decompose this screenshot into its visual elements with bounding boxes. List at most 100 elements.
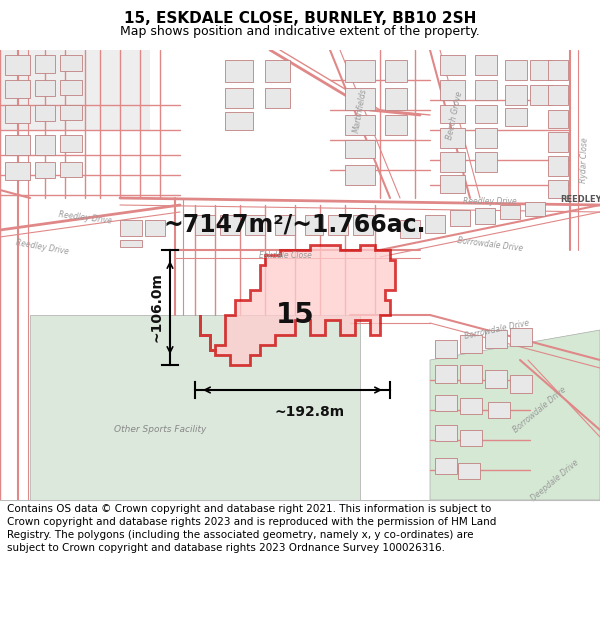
Bar (440, 105, 465, 123)
Bar (440, 80, 465, 100)
Bar (220, 215, 240, 235)
Text: ~192.8m: ~192.8m (275, 405, 345, 419)
Bar (435, 395, 457, 411)
Bar (548, 156, 568, 176)
Bar (400, 220, 420, 238)
Bar (548, 132, 568, 152)
Bar (510, 375, 532, 393)
Bar (435, 340, 457, 358)
Polygon shape (200, 245, 395, 365)
Bar (5, 80, 30, 98)
Polygon shape (5, 135, 30, 155)
Text: Beech Grove: Beech Grove (445, 90, 464, 140)
Bar (460, 365, 482, 383)
Bar (275, 215, 295, 235)
Bar (460, 398, 482, 414)
Bar (505, 60, 527, 80)
Bar (225, 88, 253, 108)
Polygon shape (30, 315, 360, 500)
Bar (345, 88, 375, 110)
Bar (245, 215, 265, 235)
Text: Reedley Drive: Reedley Drive (15, 238, 70, 256)
Bar (475, 80, 497, 100)
Bar (458, 463, 480, 479)
Bar (435, 458, 457, 474)
Bar (505, 85, 527, 105)
Bar (530, 85, 552, 105)
Bar (440, 152, 465, 172)
Bar (345, 115, 375, 135)
Text: Contains OS data © Crown copyright and database right 2021. This information is : Contains OS data © Crown copyright and d… (7, 504, 497, 553)
Bar (440, 128, 465, 148)
Bar (265, 88, 290, 108)
Bar (460, 430, 482, 446)
Bar (530, 60, 552, 80)
Text: Eskdale Close: Eskdale Close (259, 251, 311, 259)
Bar (460, 335, 482, 353)
Bar (195, 215, 215, 235)
Text: Map shows position and indicative extent of the property.: Map shows position and indicative extent… (120, 24, 480, 38)
Bar (5, 162, 30, 180)
Bar (60, 105, 82, 120)
Text: 15, ESKDALE CLOSE, BURNLEY, BB10 2SH: 15, ESKDALE CLOSE, BURNLEY, BB10 2SH (124, 11, 476, 26)
Bar (440, 55, 465, 75)
Bar (385, 60, 407, 82)
Polygon shape (430, 330, 600, 500)
Bar (120, 240, 142, 247)
Bar (525, 202, 545, 216)
Bar (548, 180, 568, 198)
Bar (475, 55, 497, 75)
Bar (548, 60, 568, 80)
Bar (425, 215, 445, 233)
Bar (475, 105, 497, 123)
Bar (510, 328, 532, 346)
Bar (385, 115, 407, 135)
Bar (225, 112, 253, 130)
Text: Borrowdale Drive: Borrowdale Drive (512, 385, 568, 435)
Bar (60, 55, 82, 71)
Bar (5, 55, 30, 75)
Bar (35, 80, 55, 96)
Bar (548, 85, 568, 105)
Bar (440, 175, 465, 193)
Text: Borrowdale Drive: Borrowdale Drive (457, 236, 523, 254)
Bar (5, 105, 30, 123)
Text: Reedley Drive: Reedley Drive (463, 198, 517, 206)
Bar (353, 215, 373, 235)
Bar (500, 205, 520, 219)
Bar (475, 208, 495, 224)
Text: Deepdale Drive: Deepdale Drive (529, 458, 581, 503)
Bar (225, 60, 253, 82)
Polygon shape (60, 135, 82, 152)
Bar (488, 402, 510, 418)
Bar (60, 162, 82, 177)
Bar (385, 88, 407, 110)
Bar (60, 80, 82, 95)
Bar (345, 60, 375, 82)
Text: REEDLEY: REEDLEY (560, 196, 600, 204)
Bar (305, 215, 323, 235)
Bar (265, 60, 290, 82)
Bar (328, 215, 348, 235)
Bar (450, 210, 470, 226)
Bar (35, 162, 55, 178)
Bar (475, 152, 497, 172)
Bar (120, 220, 142, 236)
Text: Reedley Drive: Reedley Drive (58, 210, 112, 226)
Bar (485, 370, 507, 388)
Bar (548, 110, 568, 128)
Text: Borrowdale Drive: Borrowdale Drive (464, 319, 530, 341)
Bar (475, 128, 497, 148)
Bar (505, 108, 527, 126)
Bar (345, 140, 375, 158)
Bar (435, 365, 457, 383)
Bar (345, 165, 375, 185)
Text: Other Sports Facility: Other Sports Facility (114, 426, 206, 434)
Bar (35, 55, 55, 73)
Bar (145, 220, 165, 236)
Text: ~106.0m: ~106.0m (150, 272, 164, 342)
Text: ~7147m²/~1.766ac.: ~7147m²/~1.766ac. (164, 213, 426, 237)
Bar (435, 425, 457, 441)
Text: 15: 15 (275, 301, 314, 329)
Polygon shape (35, 135, 55, 155)
